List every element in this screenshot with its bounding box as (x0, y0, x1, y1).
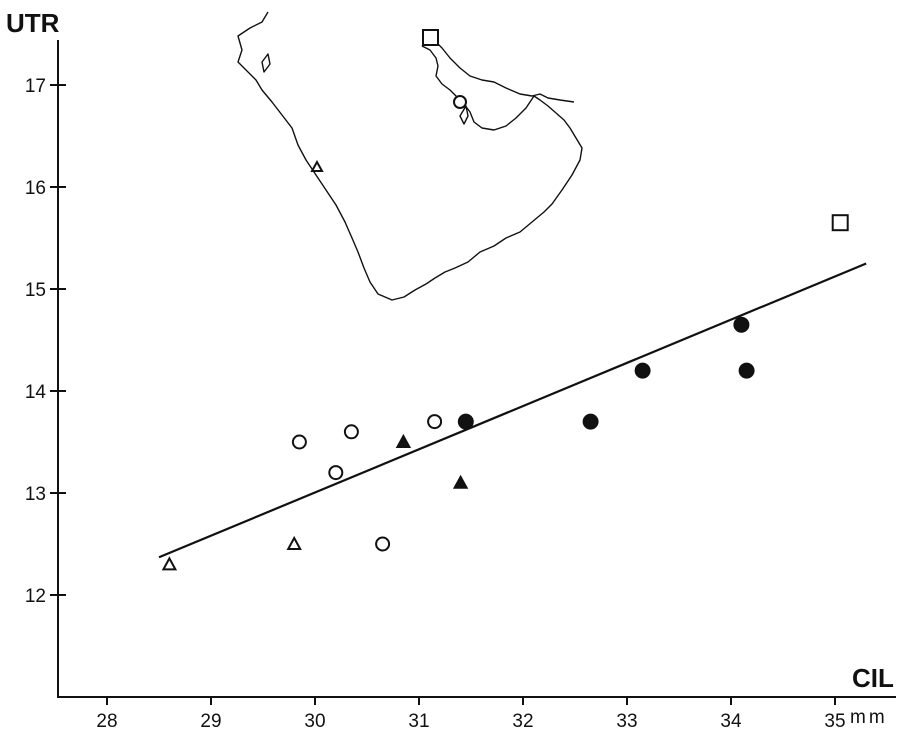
x-tick-label: 31 (408, 711, 429, 732)
data-point-filled-circle (634, 362, 651, 379)
x-axis-title: CIL (852, 663, 894, 693)
x-tick-label: 30 (304, 711, 325, 732)
y-axis-title: UTR (6, 8, 60, 38)
map-coastline-gulf (421, 45, 557, 131)
x-tick-label: 33 (616, 711, 637, 732)
x-tick-label: 32 (512, 711, 533, 732)
data-point-filled-triangle (452, 474, 469, 489)
data-point-filled-circle (738, 362, 755, 379)
regression-line (158, 262, 867, 559)
y-tick-label: 17 (25, 76, 46, 97)
data-point-open-circle (328, 465, 344, 481)
x-tick-label: 29 (200, 711, 221, 732)
map-circle-marker (453, 95, 467, 109)
y-tick-label: 14 (25, 382, 47, 403)
data-point-filled-circle (733, 316, 750, 333)
inset-map (237, 11, 583, 301)
map-coastline-west (237, 11, 583, 301)
data-point-open-square (831, 214, 849, 232)
points-layer (161, 214, 849, 571)
data-point-filled-triangle (395, 433, 412, 448)
map-coastline-qatar (459, 105, 469, 125)
map-coastline-oman (421, 39, 575, 103)
map-island (261, 53, 271, 73)
x-tick-label: 35 (824, 711, 845, 732)
x-axis-unit: mm (850, 707, 888, 728)
x-tick-label: 28 (96, 711, 117, 732)
data-point-open-triangle (161, 556, 178, 571)
data-point-open-circle (427, 414, 443, 430)
x-tick-label: 34 (720, 711, 742, 732)
map-triangle-marker (310, 159, 324, 172)
y-tick-label: 12 (25, 586, 46, 607)
y-tick-label: 13 (25, 484, 46, 505)
data-point-filled-circle (457, 413, 474, 430)
map-square-marker (422, 29, 439, 46)
data-point-open-circle (291, 434, 307, 450)
data-point-open-circle (375, 536, 391, 552)
data-point-filled-circle (582, 413, 599, 430)
regression-layer (158, 262, 867, 559)
data-point-open-circle (343, 424, 359, 440)
y-tick-label: 15 (25, 280, 46, 301)
ticks-layer: 28 29 30 31 32 33 34 35 12 13 14 15 16 17 (25, 76, 846, 732)
data-point-open-triangle (286, 535, 302, 550)
y-tick-label: 16 (25, 178, 46, 199)
